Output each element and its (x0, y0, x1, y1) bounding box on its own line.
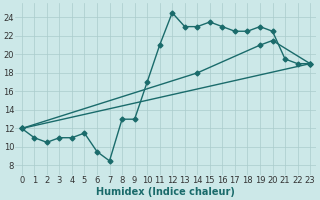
X-axis label: Humidex (Indice chaleur): Humidex (Indice chaleur) (97, 187, 236, 197)
